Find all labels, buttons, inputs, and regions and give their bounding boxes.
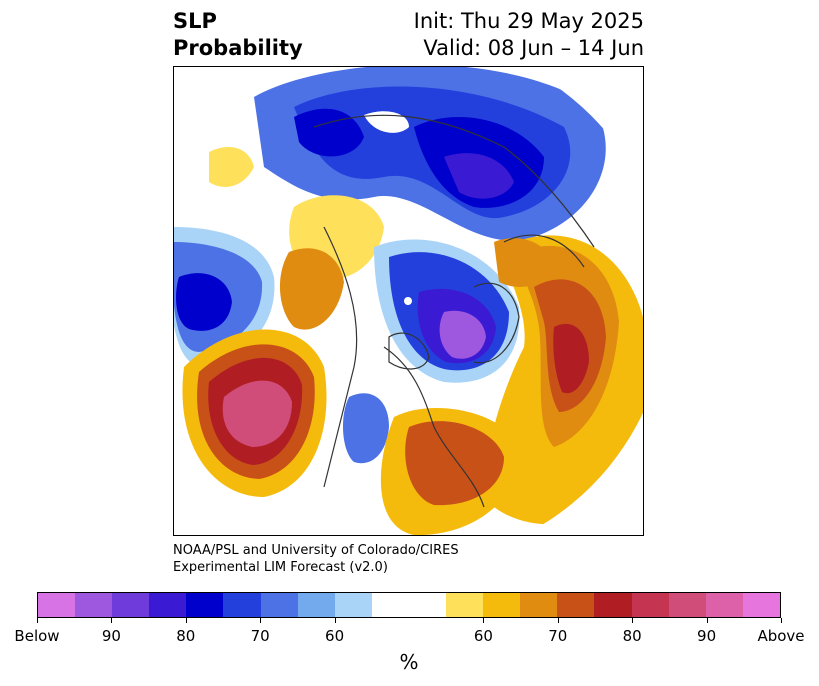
high-probability-pacific-core (222, 380, 292, 447)
colorbar-swatch (334, 593, 372, 617)
colorbar-tick-mark (483, 618, 485, 623)
colorbar-tick-label: 60 (325, 627, 345, 645)
colorbar-tick-mark (781, 618, 782, 623)
colorbar-unit-label: % (399, 650, 419, 674)
europe-coast (503, 234, 585, 268)
colorbar-tick-mark (37, 618, 38, 623)
colorbar-swatch (371, 593, 409, 617)
colorbar-swatch (557, 593, 595, 617)
credit-line-2: Experimental LIM Forecast (v2.0) (173, 560, 388, 575)
colorbar-tick-mark (632, 618, 634, 623)
high-probability-eastern-us-core (405, 421, 504, 506)
low-probability-siberia-west (294, 108, 364, 157)
colorbar-swatch (668, 593, 706, 617)
colorbar-tick-mark (334, 618, 336, 623)
colorbar (37, 592, 781, 618)
low-probability-central-us (342, 393, 389, 464)
siberia-coast (313, 114, 595, 248)
colorbar-tick-label: 60 (473, 627, 493, 645)
colorbar-tick-mark (557, 618, 559, 623)
high-probability-alaska (279, 248, 344, 330)
colorbar-tick-label: 70 (250, 627, 270, 645)
credit-text: NOAA/PSL and University of Colorado/CIRE… (173, 542, 459, 576)
colorbar-swatch (631, 593, 669, 617)
colorbar-tick-label: 70 (548, 627, 568, 645)
coastlines (313, 114, 595, 508)
colorbar-swatch (223, 593, 261, 617)
low-probability-greenland-core (439, 310, 486, 359)
colorbar-tick-mark (706, 618, 708, 623)
colorbar-swatch (483, 593, 521, 617)
colorbar-tick-label: Above (757, 627, 805, 645)
colorbar-tick-label: Below (14, 627, 60, 645)
hudson-bay (388, 332, 430, 370)
title-line-1: SLP (173, 9, 217, 33)
probability-fields (174, 67, 643, 535)
init-date: Init: Thu 29 May 2025 (413, 9, 644, 33)
probability-map (173, 66, 644, 536)
colorbar-swatch (742, 593, 780, 617)
colorbar-tick-mark (260, 618, 262, 623)
colorbar-swatch (520, 593, 558, 617)
colorbar-tick-mark (111, 618, 113, 623)
colorbar-swatch (297, 593, 335, 617)
north-america-east-coast (383, 346, 485, 508)
colorbar-swatch (75, 593, 113, 617)
map-canvas (174, 67, 643, 535)
valid-dates: Valid: 08 Jun – 14 Jun (423, 36, 644, 60)
low-probability-pacific-core (176, 273, 232, 331)
colorbar-tick-mark (185, 618, 187, 623)
forecast-dates: Init: Thu 29 May 2025 Valid: 08 Jun – 14… (414, 8, 644, 62)
colorbar-swatch (112, 593, 150, 617)
colorbar-swatch (594, 593, 632, 617)
colorbar-swatch (705, 593, 743, 617)
high-probability-siberia-patch (209, 147, 254, 187)
colorbar-swatch (446, 593, 484, 617)
greenland-coast (473, 282, 520, 364)
high-probability-europe (494, 238, 554, 287)
low-probability-siberia-inner (444, 153, 514, 199)
colorbar-swatch (408, 593, 447, 617)
colorbar-swatch (260, 593, 298, 617)
neutral-patch-arctic (364, 111, 409, 133)
colorbar-swatch (186, 593, 224, 617)
colorbar-tick-label: 80 (176, 627, 196, 645)
colorbar-swatch (38, 593, 76, 617)
colorbar-swatch (149, 593, 187, 617)
title-line-2: Probability (173, 36, 303, 60)
credit-line-1: NOAA/PSL and University of Colorado/CIRE… (173, 543, 459, 558)
colorbar-tick-label: 80 (622, 627, 642, 645)
colorbar-tick-label: 90 (101, 627, 121, 645)
high-probability-atlantic-core (553, 323, 589, 394)
chart-title: SLP Probability (173, 8, 303, 62)
north-america-west-coast (323, 226, 358, 488)
colorbar-tick-label: 90 (697, 627, 717, 645)
north-pole-marker (404, 297, 412, 305)
